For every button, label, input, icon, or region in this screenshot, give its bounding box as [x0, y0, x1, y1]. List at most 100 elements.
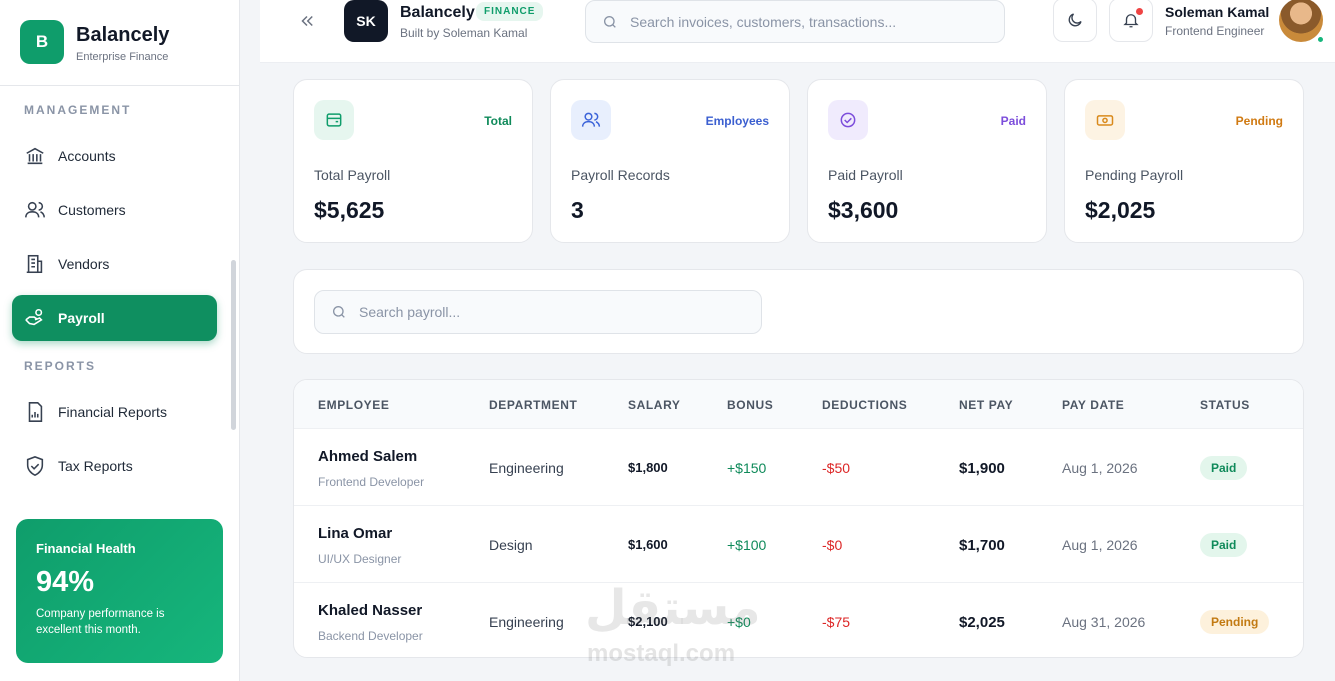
employee-name: Ahmed Salem: [318, 448, 418, 465]
sidebar: B Balancely Enterprise Finance MANAGEMEN…: [0, 0, 240, 681]
stat-value: $2,025: [1085, 197, 1156, 223]
employee-name: Lina Omar: [318, 525, 393, 542]
divider: [0, 85, 239, 86]
section-title: MANAGEMENT: [24, 103, 132, 117]
user-avatar[interactable]: [1279, 0, 1323, 42]
payroll-search[interactable]: Search payroll...: [314, 290, 762, 334]
table-row: Ahmed Salem Frontend Developer Engineering…: [294, 428, 1303, 505]
health-note: Company performance is excellent this mo…: [36, 608, 165, 636]
icon: [28, 402, 43, 422]
deductions: -$50: [822, 460, 851, 476]
column-header: NET PAY: [959, 398, 1014, 412]
icon: [1123, 14, 1139, 28]
brand-tagline: Enterprise Finance: [76, 51, 169, 63]
health-value: 94%: [36, 566, 95, 598]
department: Engineering: [489, 614, 564, 630]
filter-card: Search payroll...: [293, 269, 1304, 354]
icon: [25, 201, 45, 218]
pay-date: Aug 31, 2026: [1062, 614, 1146, 630]
user-role: Frontend Engineer: [1165, 24, 1265, 38]
notification-button[interactable]: [1109, 0, 1153, 42]
nav-item[interactable]: Vendors: [12, 241, 217, 287]
stat-card: Total Total Payroll $5,625: [293, 79, 533, 243]
global-search[interactable]: Search invoices, customers, transactions…: [585, 0, 1005, 43]
employee-title: Backend Developer: [318, 629, 423, 643]
bonus: +$0: [727, 614, 751, 630]
table-row: Khaled Nasser Backend Developer Engineerin…: [294, 582, 1303, 657]
app-avatar: SK: [344, 0, 388, 42]
icon: [604, 15, 616, 28]
stat-card: Employees Payroll Records 3: [550, 79, 790, 243]
watermark: mostaql.com: [587, 640, 736, 667]
stat-value: $3,600: [828, 197, 899, 223]
icon: [26, 254, 43, 274]
bonus: +$100: [727, 537, 767, 553]
stat-label: Paid Payroll: [828, 167, 903, 183]
user-name: Soleman Kamal: [1165, 4, 1270, 20]
app-badge: FINANCE: [476, 2, 544, 21]
nav-item[interactable]: Tax Reports: [12, 443, 217, 489]
icon: [1068, 13, 1082, 27]
search-placeholder: Search payroll...: [359, 304, 461, 320]
stat-value: $5,625: [314, 197, 385, 223]
collapse-button[interactable]: [298, 12, 316, 30]
deductions: -$75: [822, 614, 851, 630]
net-pay: $2,025: [959, 614, 1005, 631]
search-placeholder: Search invoices, customers, transactions…: [630, 13, 897, 30]
payroll-table: EMPLOYEE DEPARTMENT SALARY BONUS DEDUCTIONS N…: [293, 379, 1304, 658]
employee-title: Frontend Developer: [318, 475, 425, 489]
nav-label: Tax Reports: [58, 458, 133, 474]
net-pay: $1,900: [959, 460, 1005, 477]
column-header: STATUS: [1200, 398, 1250, 412]
theme-button[interactable]: [1053, 0, 1097, 42]
nav-item[interactable]: Customers: [12, 187, 217, 233]
stat-icon: [314, 100, 354, 140]
table-header: [294, 380, 1303, 429]
nav-label: Financial Reports: [58, 404, 167, 420]
health-title: Financial Health: [36, 541, 136, 556]
department: Design: [489, 537, 533, 553]
brand-logo[interactable]: B: [20, 20, 64, 64]
nav-label: Customers: [58, 202, 126, 218]
nav-item[interactable]: Financial Reports: [12, 389, 217, 435]
notification-dot: [1136, 8, 1143, 15]
column-header: BONUS: [727, 398, 774, 412]
section-title: REPORTS: [24, 359, 97, 373]
nav-label: Accounts: [58, 148, 116, 164]
app-subtitle: Built by Soleman Kamal: [400, 26, 528, 40]
scrollbar: [231, 260, 236, 430]
brand-name: Balancely: [76, 24, 170, 46]
table-row: Lina Omar UI/UX Designer Design $1,600 +$100…: [294, 505, 1303, 582]
stat-label: Pending Payroll: [1085, 167, 1184, 183]
watermark: مستقل: [585, 580, 761, 636]
stat-label: Payroll Records: [571, 167, 670, 183]
icon: [25, 308, 43, 326]
column-header: PAY DATE: [1062, 398, 1125, 412]
salary: $2,100: [628, 614, 668, 629]
icon: [26, 456, 44, 477]
salary: $1,600: [628, 537, 668, 552]
nav-label: Vendors: [58, 256, 110, 272]
status-pill: Pending: [1200, 610, 1270, 634]
employee-title: UI/UX Designer: [318, 552, 402, 566]
column-header: EMPLOYEE: [318, 398, 390, 412]
nav-item[interactable]: Accounts: [12, 133, 217, 179]
stat-icon: [828, 100, 868, 140]
stat-tag: Total: [484, 114, 512, 128]
pay-date: Aug 1, 2026: [1062, 537, 1138, 553]
icon: [333, 306, 345, 318]
health-card: Financial Health 94% Company performance…: [16, 519, 223, 663]
bonus: +$150: [727, 460, 767, 476]
stat-label: Total Payroll: [314, 167, 391, 183]
app-name: Balancely: [400, 4, 475, 21]
pay-date: Aug 1, 2026: [1062, 460, 1138, 476]
status-pill: Paid: [1200, 533, 1248, 557]
employee-name: Khaled Nasser: [318, 602, 423, 619]
stat-value: 3: [571, 197, 584, 223]
stat-tag: Paid: [1000, 114, 1026, 128]
stat-icon: [1085, 100, 1125, 140]
nav-item-active[interactable]: Payroll: [12, 295, 217, 341]
header: SK Balancely FINANCE Built by Soleman Ka…: [260, 0, 1335, 63]
stat-tag: Pending: [1235, 114, 1283, 128]
status-pill: Paid: [1200, 456, 1248, 480]
